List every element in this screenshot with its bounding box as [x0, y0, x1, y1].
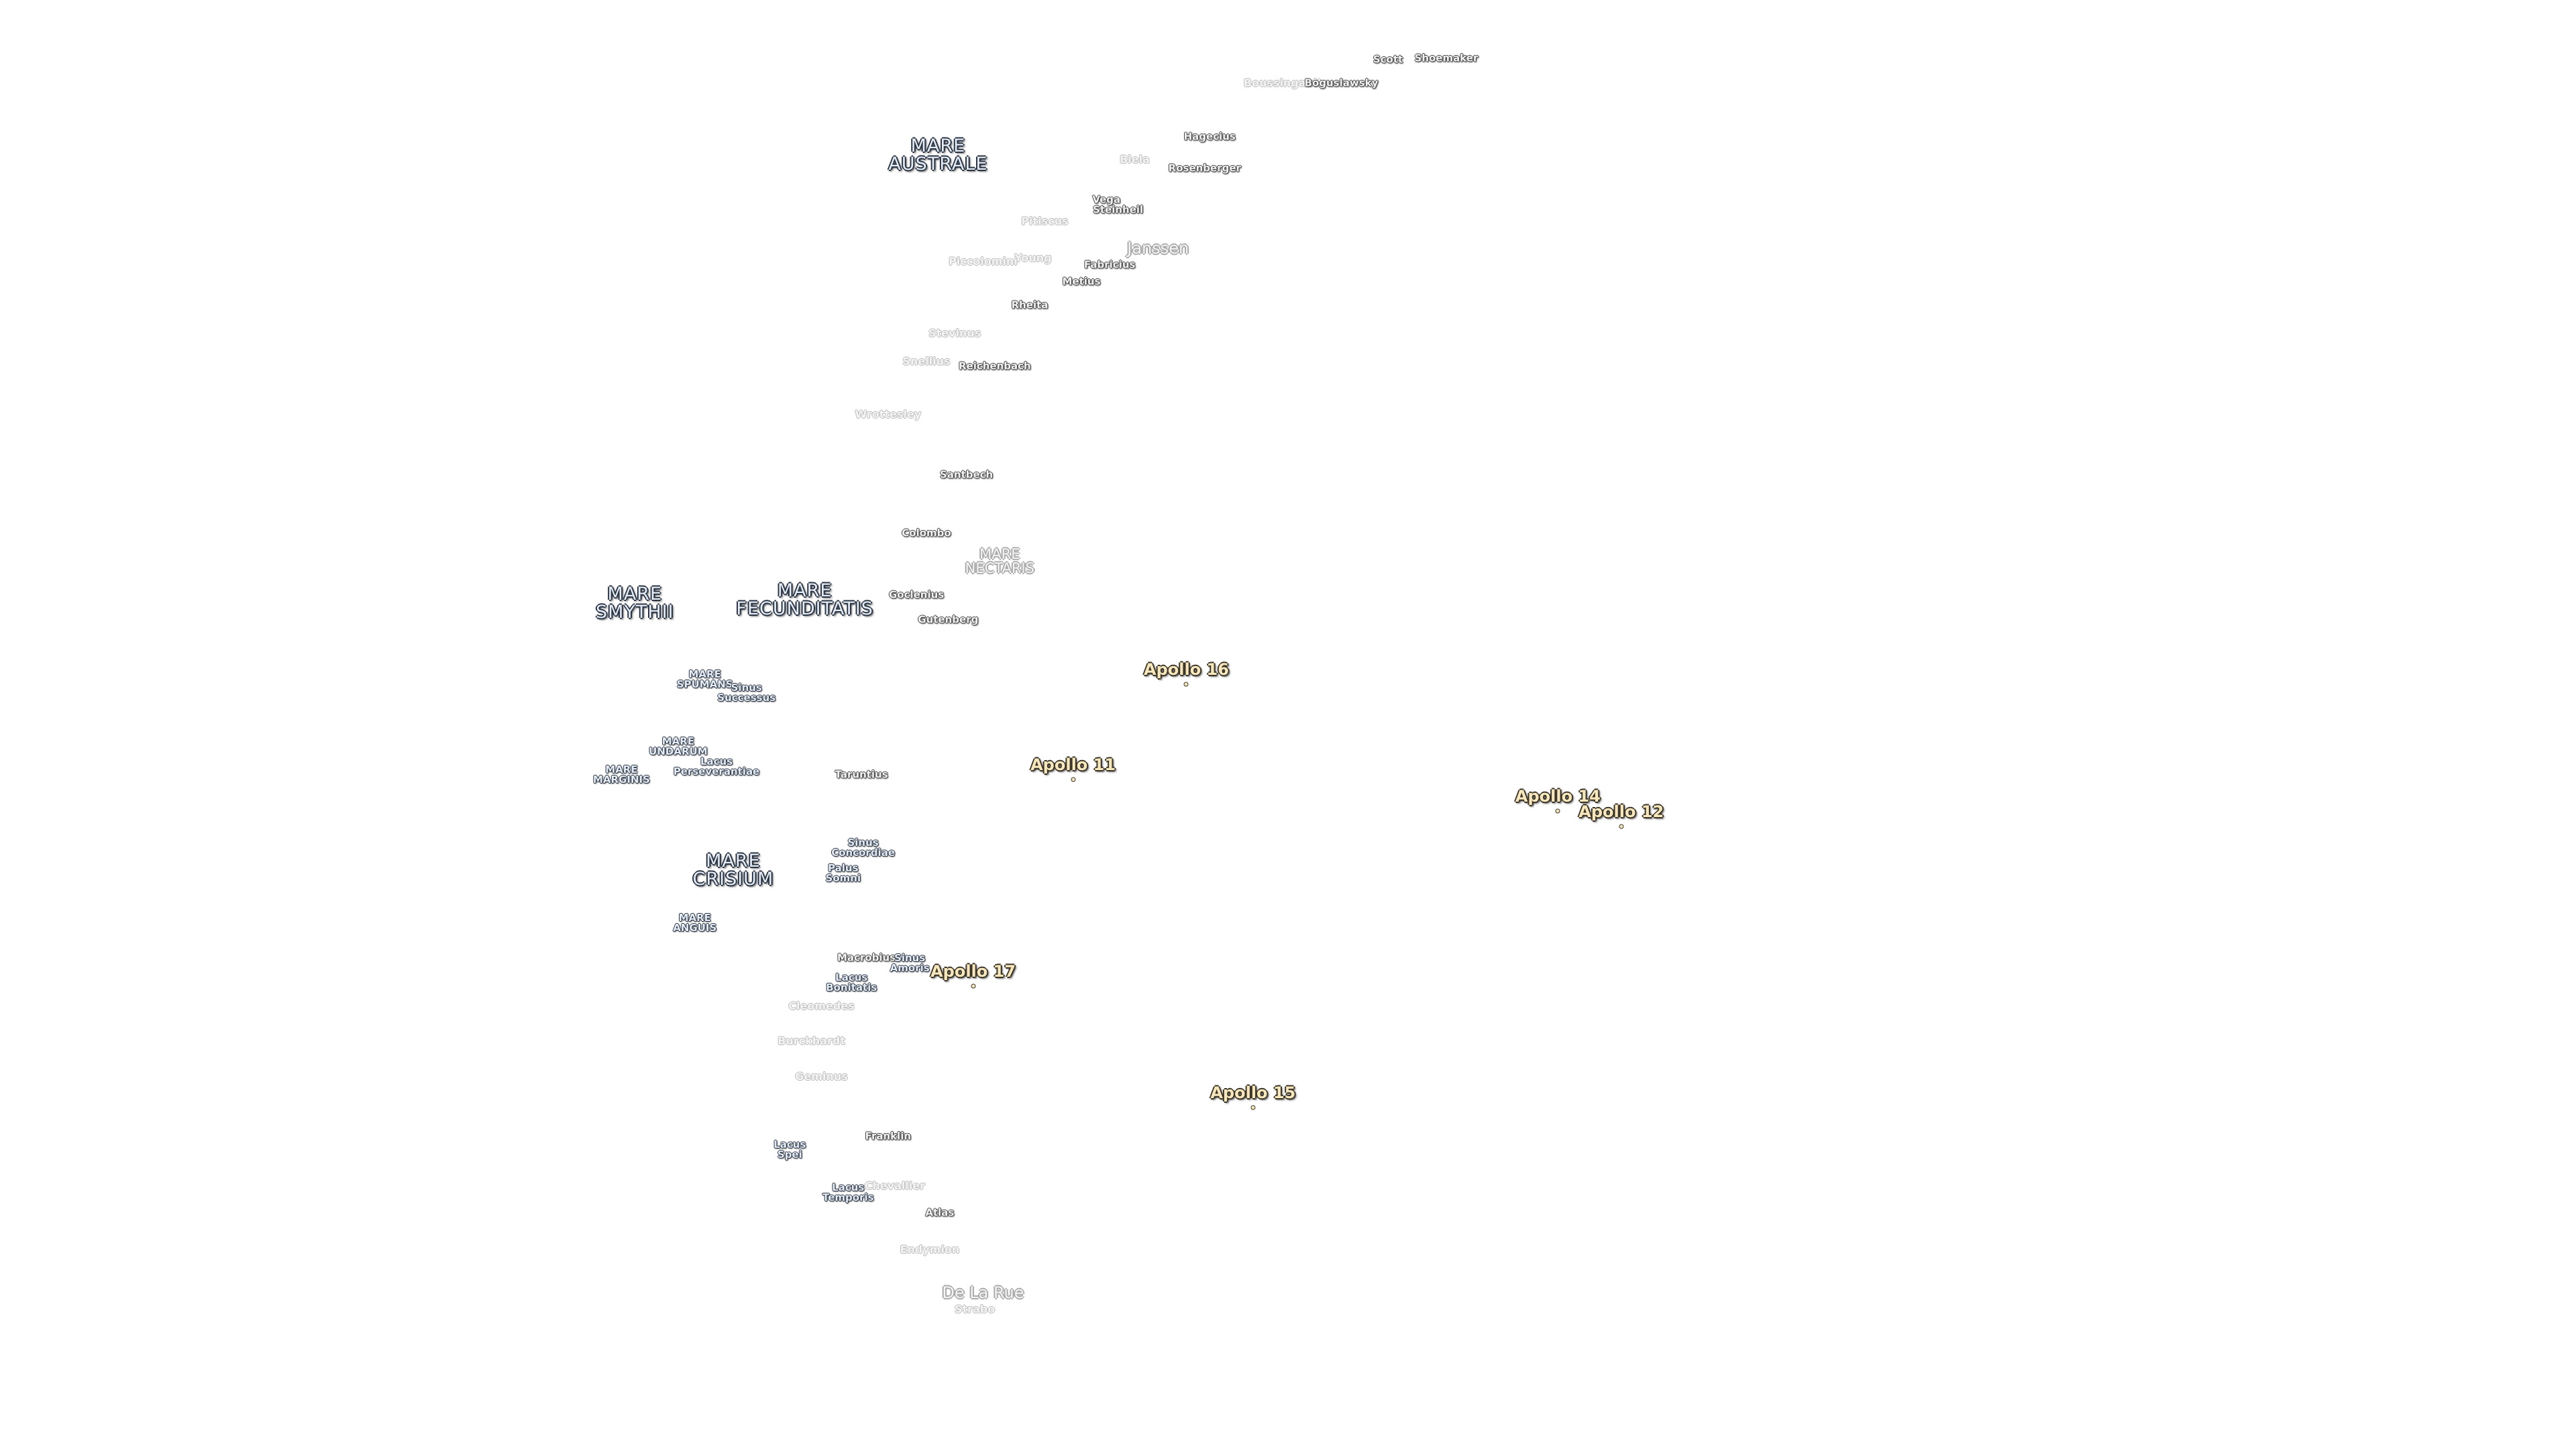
landing-site-label: Apollo 14	[1515, 787, 1601, 806]
feature-label: Hagecius	[1183, 130, 1236, 143]
feature-label: MARE FECUNDITATIS	[736, 580, 873, 620]
feature-label: MARE SMYTHII	[596, 584, 674, 623]
feature-label: Lacus Bonitatis	[826, 971, 877, 994]
feature-label: Sinus Amoris	[890, 951, 930, 974]
feature-label: Palus Somni	[825, 861, 861, 884]
feature-label: Young	[1014, 251, 1052, 264]
landing-site-marker	[1183, 682, 1189, 687]
feature-label: Rheita	[1011, 299, 1049, 311]
feature-label: MARE CRISIUM	[692, 850, 774, 890]
feature-label: Scott	[1373, 53, 1403, 66]
feature-label: Geminus	[795, 1069, 848, 1083]
feature-label: MARE MARGINIS	[592, 763, 650, 786]
feature-label: Cleomedes	[788, 1000, 855, 1013]
feature-label: Colombo	[902, 527, 951, 539]
feature-label: Atlas	[925, 1206, 955, 1219]
feature-label: Santbech	[939, 468, 994, 481]
feature-label: Janssen	[1127, 239, 1189, 258]
feature-label: Wrottesley	[855, 408, 922, 421]
feature-label: Lacus Temporis	[822, 1181, 874, 1204]
feature-label: Reichenbach	[958, 360, 1031, 372]
landing-site-label: Apollo 17	[930, 962, 1016, 981]
feature-label: Sinus Successus	[717, 682, 776, 704]
feature-label: Snellius	[902, 354, 951, 368]
feature-label: Shoemaker	[1414, 52, 1479, 64]
feature-label: Pitiscus	[1021, 215, 1069, 228]
feature-label: Macrobius	[837, 951, 896, 964]
landing-site-marker	[1619, 824, 1624, 829]
landing-site-marker	[1250, 1105, 1256, 1110]
feature-label: Lacus Perseverantiae	[673, 755, 760, 777]
feature-label: Endymion	[900, 1242, 960, 1256]
feature-label: Vega	[1092, 193, 1121, 206]
feature-label: MARE ANGUIS	[673, 912, 717, 934]
feature-label: Sinus Concordiae	[831, 837, 895, 859]
feature-label: MARE NECTARIS	[965, 546, 1034, 577]
feature-label: MARE AUSTRALE	[888, 135, 988, 174]
feature-label: Boguslawsky	[1304, 76, 1379, 89]
feature-label: Strabo	[954, 1303, 996, 1316]
feature-label: Taruntius	[835, 768, 888, 781]
feature-label: MARE UNDARUM	[649, 735, 708, 757]
feature-label: Goclenius	[888, 588, 945, 601]
feature-label: Piccolomini	[949, 254, 1018, 268]
landing-site-marker	[1555, 808, 1560, 814]
feature-label: Franklin	[865, 1130, 912, 1142]
feature-label: Fabricius	[1084, 258, 1136, 271]
feature-label: Rosenberger	[1168, 162, 1241, 174]
feature-label: Steinheil	[1093, 203, 1144, 216]
feature-label: Chevallier	[864, 1179, 926, 1193]
feature-label: Gutenberg	[918, 613, 979, 626]
feature-label: Metius	[1062, 275, 1101, 288]
landing-site-marker	[971, 983, 976, 989]
landing-site-label: Apollo 11	[1030, 755, 1116, 775]
feature-label: Boussingault	[1243, 76, 1323, 90]
feature-label: Lacus Spei	[773, 1138, 806, 1161]
feature-label: MARE SPUMANS	[676, 668, 733, 691]
landing-site-label: Apollo 15	[1210, 1083, 1296, 1103]
feature-label: Burckhardt	[777, 1034, 845, 1048]
feature-label: Stevinus	[928, 326, 981, 339]
feature-label: De La Rue	[942, 1283, 1024, 1303]
landing-site-marker	[1071, 777, 1076, 782]
landing-site-label: Apollo 12	[1578, 802, 1664, 821]
feature-label: Biela	[1120, 153, 1150, 166]
landing-site-label: Apollo 16	[1144, 660, 1229, 680]
